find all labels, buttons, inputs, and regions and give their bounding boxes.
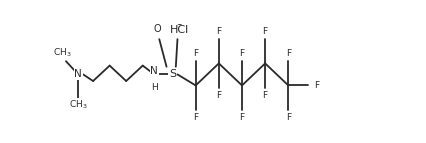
Text: CH$_3$: CH$_3$ bbox=[53, 46, 72, 59]
Text: N: N bbox=[74, 69, 82, 79]
Text: F: F bbox=[313, 81, 318, 90]
Text: N: N bbox=[150, 66, 158, 76]
Text: O: O bbox=[175, 24, 182, 34]
Text: F: F bbox=[216, 27, 221, 36]
Text: F: F bbox=[239, 113, 244, 122]
Text: HCl: HCl bbox=[169, 25, 188, 35]
Text: F: F bbox=[262, 91, 267, 100]
Text: F: F bbox=[193, 49, 198, 58]
Text: F: F bbox=[193, 113, 198, 122]
Text: CH$_3$: CH$_3$ bbox=[69, 99, 87, 112]
Text: F: F bbox=[285, 113, 290, 122]
Text: F: F bbox=[239, 49, 244, 58]
Text: F: F bbox=[285, 49, 290, 58]
Text: H: H bbox=[150, 83, 157, 92]
Text: O: O bbox=[153, 24, 161, 34]
Text: S: S bbox=[169, 69, 176, 79]
Text: F: F bbox=[216, 91, 221, 100]
Text: F: F bbox=[262, 27, 267, 36]
